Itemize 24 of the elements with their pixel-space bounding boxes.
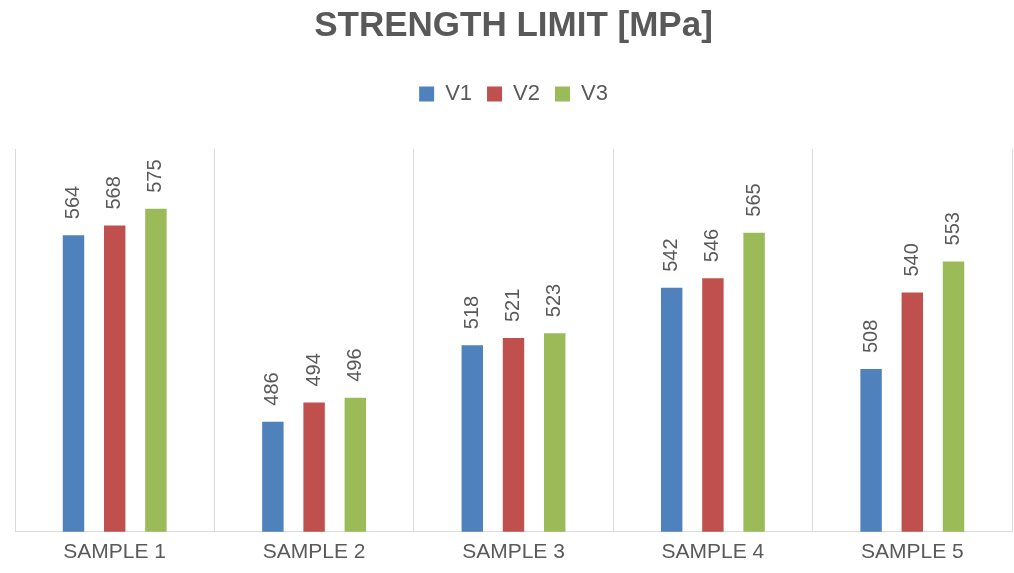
legend-label: V3	[580, 80, 608, 106]
data-label: 568	[102, 176, 125, 210]
data-label: 565	[741, 183, 764, 217]
data-label: 542	[659, 238, 682, 272]
x-tick-label: SAMPLE 1	[63, 539, 167, 563]
legend-label: V1	[445, 80, 473, 106]
data-label: 564	[61, 185, 84, 220]
data-label: 523	[542, 283, 565, 318]
data-label: 521	[501, 288, 524, 323]
data-label: 496	[342, 348, 365, 382]
data-label: 553	[941, 212, 964, 246]
data-label: 494	[301, 353, 324, 387]
x-tick-label: SAMPLE 3	[462, 539, 565, 563]
data-label: 518	[459, 295, 482, 330]
x-tick-label: SAMPLE 4	[661, 539, 765, 563]
chart-title: STRENGTH LIMIT [MPa]	[314, 3, 713, 43]
x-tick-label: SAMPLE 2	[262, 539, 366, 563]
x-tick-label: SAMPLE 5	[860, 539, 964, 563]
data-label: 540	[899, 243, 922, 277]
data-label: 486	[260, 372, 283, 406]
data-label: 546	[700, 228, 723, 263]
data-label: 508	[858, 319, 881, 354]
data-label: 575	[143, 159, 166, 193]
legend-label: V2	[513, 80, 540, 106]
